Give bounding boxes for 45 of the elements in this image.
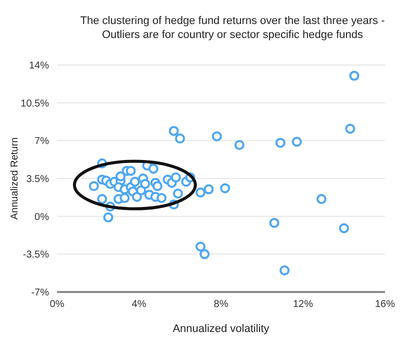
point [275, 138, 286, 148]
point [269, 218, 280, 228]
y-tick-label: 7% [34, 136, 50, 148]
point [234, 140, 244, 150]
y-tick-label: 3.5% [26, 174, 50, 186]
point [168, 126, 179, 136]
point [120, 192, 130, 203]
point [175, 134, 185, 144]
y-axis-title: Annualized Return [10, 137, 21, 220]
chart-title: The clustering of hedge fund returns over the last three years - Outliers are for country or sector specific hedge funds [79, 14, 386, 42]
point [292, 136, 302, 147]
y-tick-label: -7% [31, 288, 50, 299]
x-tick-label: 4% [132, 299, 146, 310]
point [156, 192, 167, 203]
point [345, 124, 356, 134]
point [212, 131, 222, 142]
point [196, 242, 206, 252]
y-tick-label: 10.5% [20, 98, 50, 110]
x-tick-label: 8% [214, 299, 228, 310]
point [116, 171, 126, 182]
point [130, 176, 140, 187]
y-tick-label: -3.5% [22, 250, 50, 261]
point [152, 181, 162, 192]
x-tick-label: 12% [292, 299, 314, 310]
point [97, 194, 108, 204]
point [148, 164, 158, 174]
point [170, 172, 181, 182]
point [196, 188, 206, 198]
point [88, 181, 99, 192]
x-tick-label: 0% [50, 299, 64, 310]
point [103, 212, 114, 222]
point [339, 223, 349, 234]
point [204, 184, 214, 194]
point [316, 194, 326, 204]
x-axis-title: Annualized volatility [172, 323, 270, 335]
x-tick-label: 16% [374, 299, 396, 310]
y-tick-label: 0% [34, 212, 50, 223]
point [126, 166, 136, 176]
point [140, 178, 150, 189]
point [220, 183, 230, 194]
point [349, 70, 360, 81]
y-tick-label: 14% [28, 60, 50, 72]
point [200, 249, 210, 260]
point [280, 265, 290, 276]
point [172, 188, 183, 199]
